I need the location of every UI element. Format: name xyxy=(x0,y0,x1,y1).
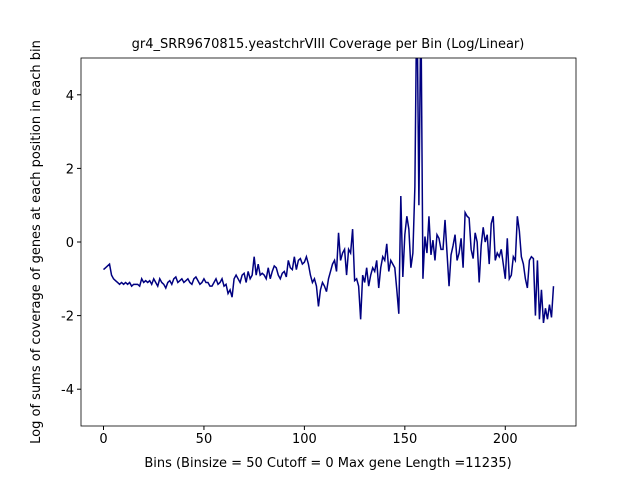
y-tick-label: 2 xyxy=(66,162,74,177)
x-tick-label: 0 xyxy=(99,432,107,447)
chart-title: gr4_SRR9670815.yeastchrVIII Coverage per… xyxy=(132,37,525,52)
y-tick-label: -2 xyxy=(61,310,74,325)
y-tick-label: 4 xyxy=(66,89,74,104)
x-tick-label: 100 xyxy=(292,432,317,447)
x-axis-label: Bins (Binsize = 50 Cutoff = 0 Max gene L… xyxy=(144,456,511,471)
y-tick-label: 0 xyxy=(66,236,74,251)
data-line xyxy=(102,58,555,324)
x-tick-label: 200 xyxy=(493,432,518,447)
y-axis-label: Log of sums of coverage of genes at each… xyxy=(29,40,44,444)
plot-frame xyxy=(80,57,577,427)
x-tick-label: 150 xyxy=(392,432,417,447)
x-tick-label: 50 xyxy=(196,432,213,447)
y-tick-label: -4 xyxy=(61,383,74,398)
